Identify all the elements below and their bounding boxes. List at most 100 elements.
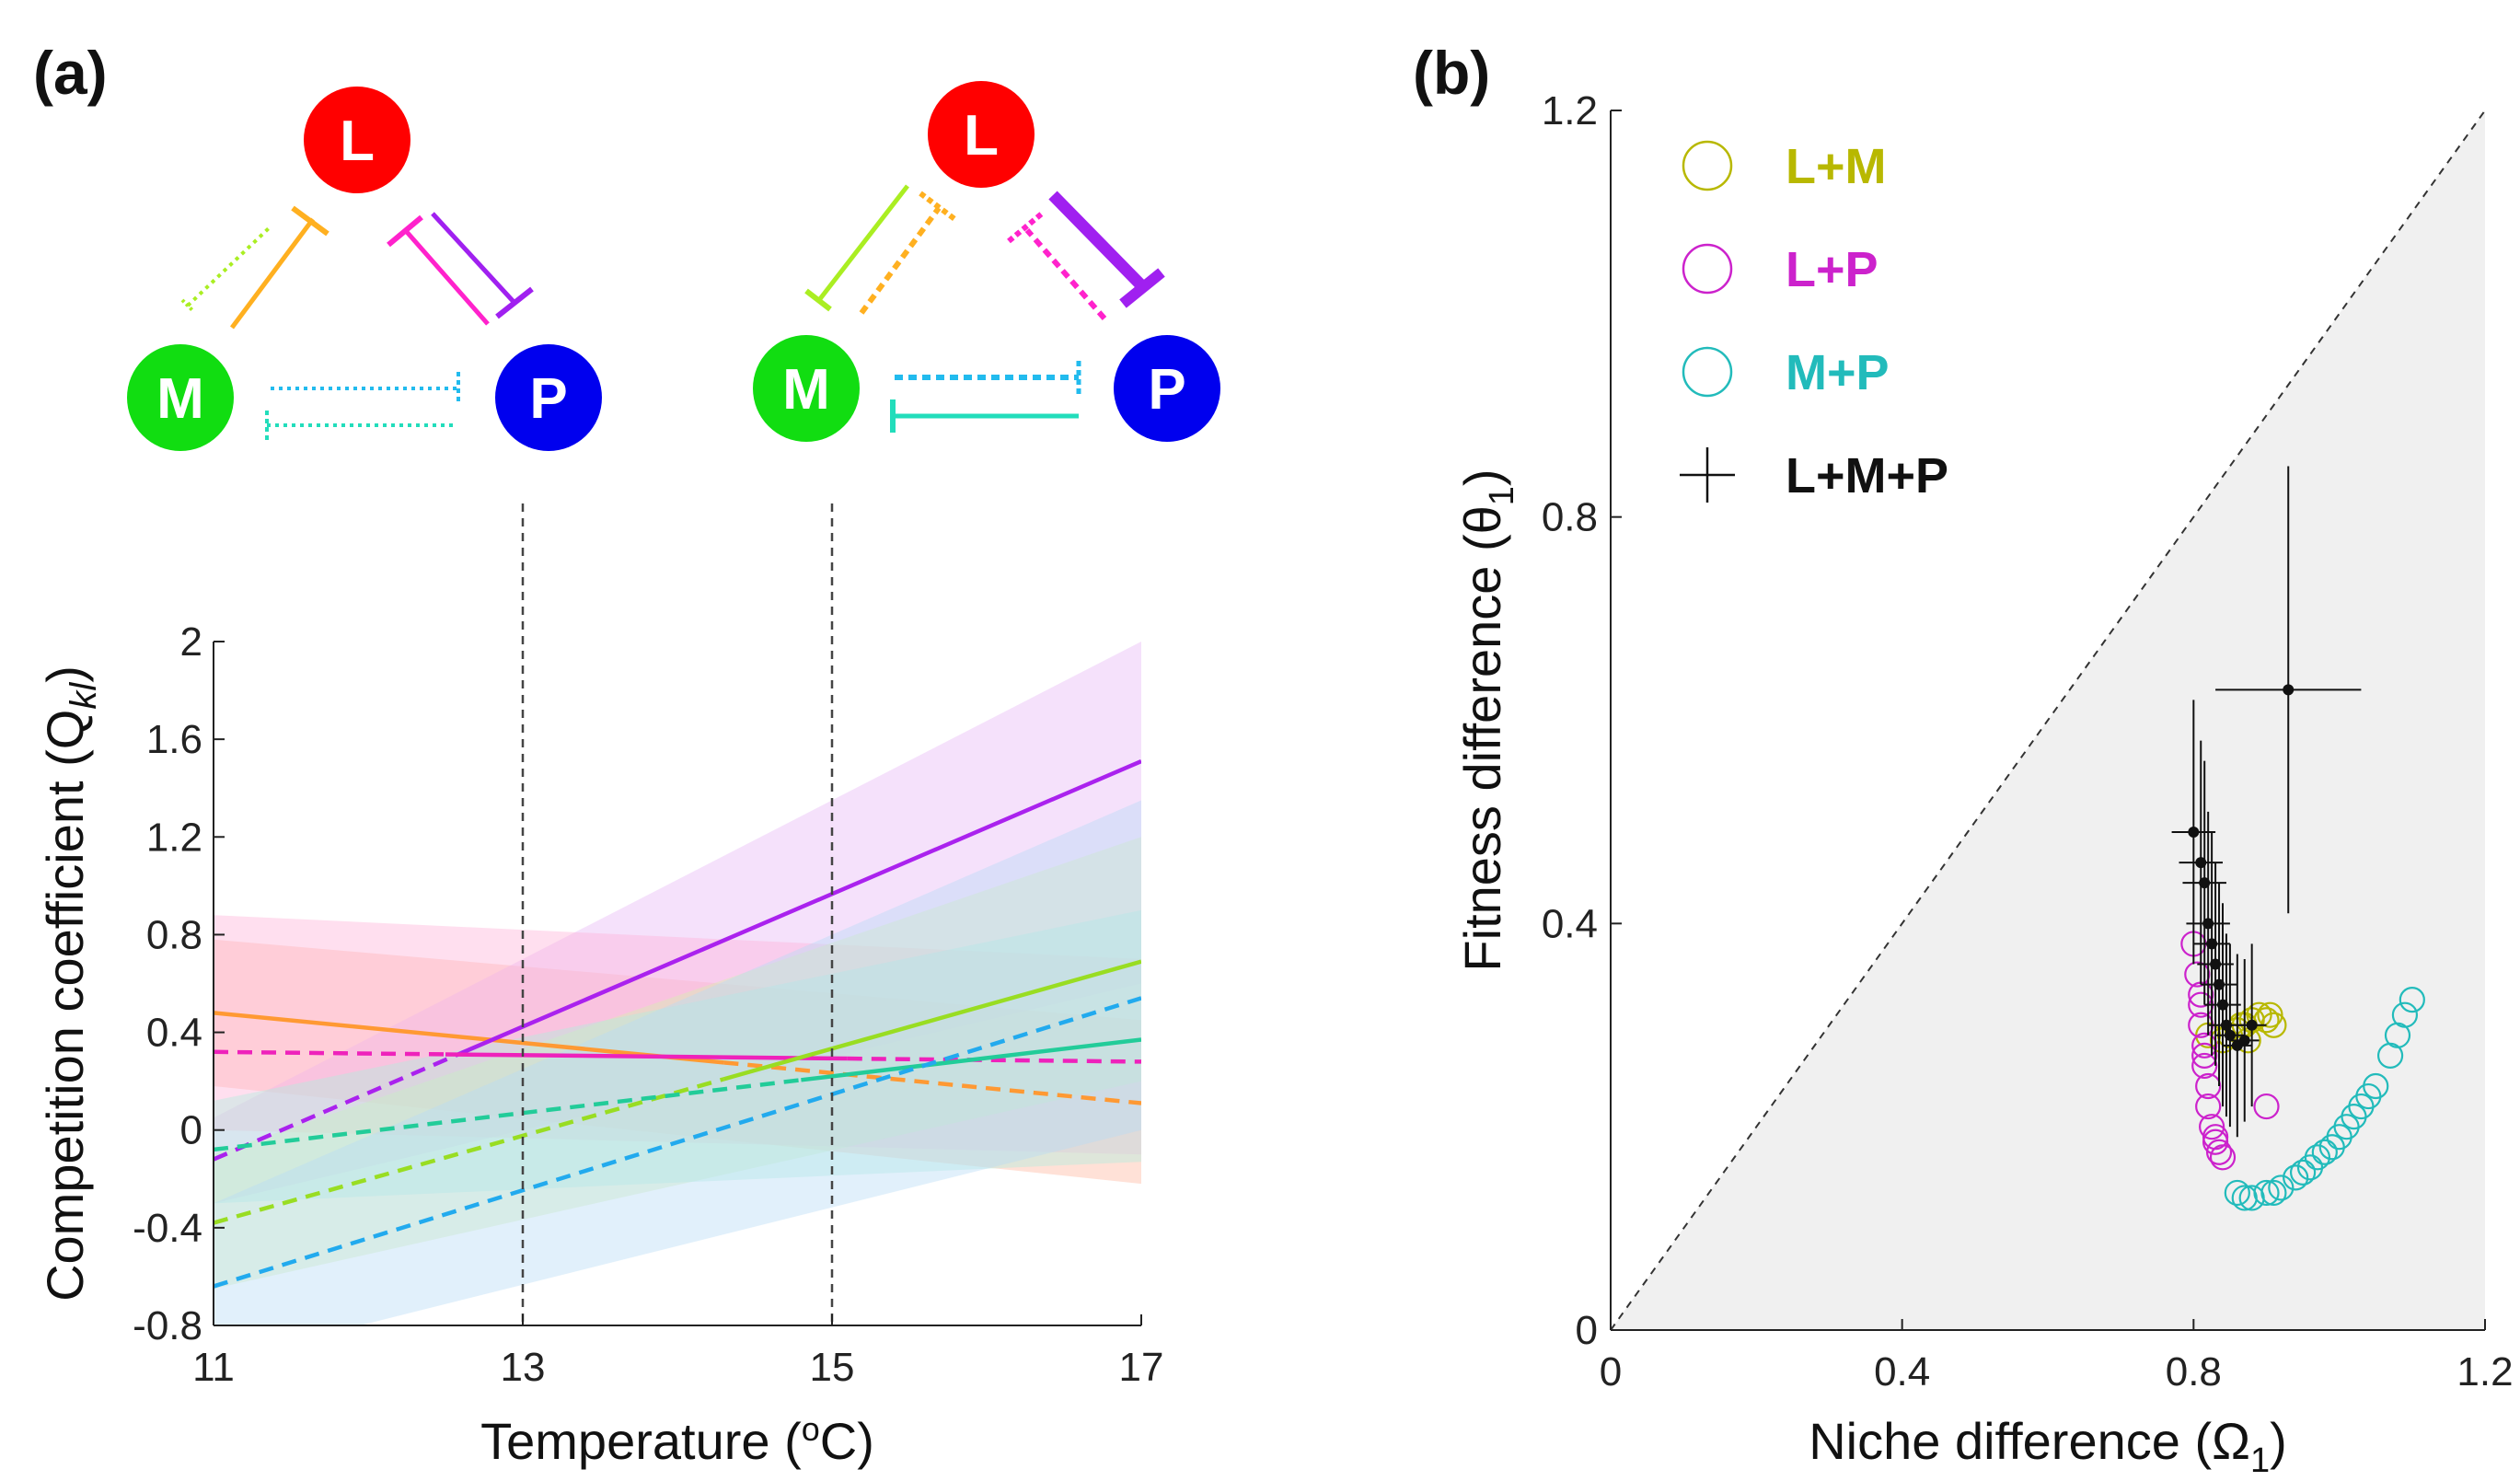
marker-L-P-4 bbox=[2191, 1032, 2218, 1059]
svg-text:L: L bbox=[340, 110, 375, 173]
marker-M-P-20 bbox=[2333, 1114, 2360, 1140]
y-tick-label: 1.2 bbox=[146, 815, 202, 860]
trend-line-1-segment-1 bbox=[459, 758, 1141, 1056]
y-tick-label: 0 bbox=[1576, 1308, 1598, 1353]
point-lmp-0 bbox=[2188, 826, 2200, 838]
y-tick-label: 0.4 bbox=[1542, 901, 1598, 946]
confidence-band-5 bbox=[214, 800, 1141, 1325]
interaction-m-on-p bbox=[890, 399, 1079, 433]
interaction-p-on-m bbox=[271, 372, 460, 405]
interaction-m-on-l bbox=[804, 184, 909, 312]
marker-M-P-6 bbox=[2304, 1144, 2331, 1171]
y-tick-label: 0.8 bbox=[1542, 495, 1598, 540]
chart-a: -0.8 -0.4 0 0.4 0.8 1.2 1.6 2 11 13 15 17 Temperatur… bbox=[36, 503, 1163, 1470]
interaction-l-on-p bbox=[1048, 191, 1165, 308]
confidence-band-2 bbox=[214, 915, 1141, 1155]
confidence-band-1 bbox=[214, 642, 1141, 1204]
marker-L-P-10 bbox=[2205, 1139, 2233, 1165]
x-axis-title-sub: 1 bbox=[2250, 1441, 2270, 1480]
y-axis-title-end: ) bbox=[36, 665, 94, 683]
y-tick-label: 0 bbox=[180, 1108, 202, 1153]
svg-text:P: P bbox=[1148, 358, 1185, 422]
x-tick-label: 0.8 bbox=[2166, 1349, 2222, 1394]
y-axis-title-main: Competition coefficient (Q bbox=[36, 710, 94, 1302]
trend-line-2-segment-1 bbox=[445, 1052, 848, 1061]
point-lmp-9 bbox=[2224, 1029, 2236, 1041]
y-tick-label: 1.2 bbox=[1542, 88, 1598, 133]
x-axis-title-sup: o bbox=[802, 1410, 820, 1448]
trend-line-5-segment-0 bbox=[214, 996, 1141, 1289]
point-lmp-12 bbox=[2246, 1019, 2258, 1031]
marker-L-P-9 bbox=[2202, 1128, 2229, 1155]
x-axis-title-symbol: Ω bbox=[2212, 1412, 2250, 1470]
y-tick-label: 1.6 bbox=[146, 717, 202, 762]
y-axis-title-sub: 1 bbox=[1483, 486, 1521, 505]
interaction-network-left: L M P bbox=[127, 87, 602, 451]
svg-text:P: P bbox=[529, 367, 567, 431]
trend-line-0-segment-0 bbox=[214, 1011, 724, 1065]
y-tick-label: 0.4 bbox=[146, 1011, 202, 1056]
svg-text:L: L bbox=[964, 104, 999, 168]
confidence-band-3 bbox=[214, 837, 1141, 1290]
interaction-network-right: L M P bbox=[753, 81, 1220, 442]
legend-label-1: L+P bbox=[1786, 242, 1878, 297]
marker-M-P-18 bbox=[2289, 1159, 2317, 1186]
node-l: L bbox=[304, 87, 410, 193]
x-tick-label: 0.4 bbox=[1874, 1349, 1930, 1394]
legend-marker-circle bbox=[1682, 140, 1733, 191]
interaction-m-on-l bbox=[180, 226, 271, 313]
svg-text:M: M bbox=[156, 367, 204, 431]
interaction-l-on-m bbox=[229, 205, 329, 330]
legend-label-0: L+M bbox=[1786, 139, 1887, 194]
marker-L-P-6 bbox=[2195, 1072, 2222, 1100]
marker-L-P-1 bbox=[2184, 961, 2211, 988]
x-tick-label: 15 bbox=[810, 1345, 855, 1390]
marker-M-P-14 bbox=[2391, 1001, 2419, 1028]
marker-M-P-15 bbox=[2399, 987, 2425, 1013]
marker-L-P-8 bbox=[2199, 1114, 2225, 1140]
marker-M-P-17 bbox=[2260, 1179, 2287, 1207]
node-l: L bbox=[928, 81, 1035, 188]
point-lmp-13 bbox=[2283, 684, 2295, 696]
x-tick-label: 13 bbox=[501, 1345, 546, 1390]
marker-M-P-21 bbox=[2355, 1082, 2382, 1110]
y-axis-title-main: Fitness difference ( bbox=[1453, 534, 1511, 972]
interaction-p-on-m bbox=[895, 361, 1081, 394]
one-to-one-line bbox=[1610, 110, 2486, 1331]
x-axis-title-end: ) bbox=[2270, 1412, 2287, 1470]
panel-b-label: (b) bbox=[1413, 39, 1490, 107]
marker-M-P-19 bbox=[2311, 1139, 2338, 1165]
y-axis-title: Fitness difference (θ1) bbox=[1453, 469, 1521, 971]
panel-a-label: (a) bbox=[33, 39, 108, 107]
node-p: P bbox=[495, 344, 602, 451]
trend-line-0-segment-1 bbox=[723, 1060, 1141, 1105]
marker-M-P-0 bbox=[2224, 1179, 2250, 1207]
x-tick-label: 1.2 bbox=[2456, 1349, 2513, 1394]
legend-marker-circle bbox=[1682, 243, 1733, 295]
y-tick-label: 2 bbox=[180, 619, 202, 665]
interaction-p-on-l bbox=[387, 214, 490, 326]
y-axis-title-sub: kl bbox=[64, 682, 104, 710]
trend-line-2-segment-0 bbox=[214, 1049, 446, 1057]
marker-L-P-15 bbox=[2253, 1093, 2280, 1120]
y-axis-title-end: ) bbox=[1453, 469, 1511, 486]
plot-area bbox=[214, 642, 1141, 1325]
trend-line-1-segment-0 bbox=[214, 1051, 462, 1162]
node-p: P bbox=[1114, 335, 1220, 442]
trend-line-3-segment-1 bbox=[722, 959, 1141, 1082]
y-tick-label: -0.8 bbox=[133, 1303, 202, 1348]
marker-M-P-16 bbox=[2231, 1185, 2258, 1211]
y-tick-label: 0.8 bbox=[146, 912, 202, 957]
legend-label-2: M+P bbox=[1786, 345, 1890, 400]
interaction-p-on-l bbox=[1007, 211, 1107, 320]
interaction-l-on-p bbox=[431, 212, 534, 319]
trend-line-4-segment-0 bbox=[214, 1078, 802, 1152]
x-axis-title: Temperature (oC) bbox=[480, 1410, 874, 1470]
node-m: M bbox=[127, 344, 234, 451]
chart-b: 0 0.4 0.8 1.2 0 0.4 0.8 1.2 L+M L+P M+P L+M+P Niche … bbox=[1453, 88, 2514, 1480]
trend-line-3-segment-0 bbox=[214, 1077, 725, 1225]
x-axis-title: Niche difference (Ω1) bbox=[1809, 1412, 2287, 1480]
x-tick-label: 17 bbox=[1119, 1345, 1164, 1390]
legend-label-3: L+M+P bbox=[1786, 448, 1948, 503]
